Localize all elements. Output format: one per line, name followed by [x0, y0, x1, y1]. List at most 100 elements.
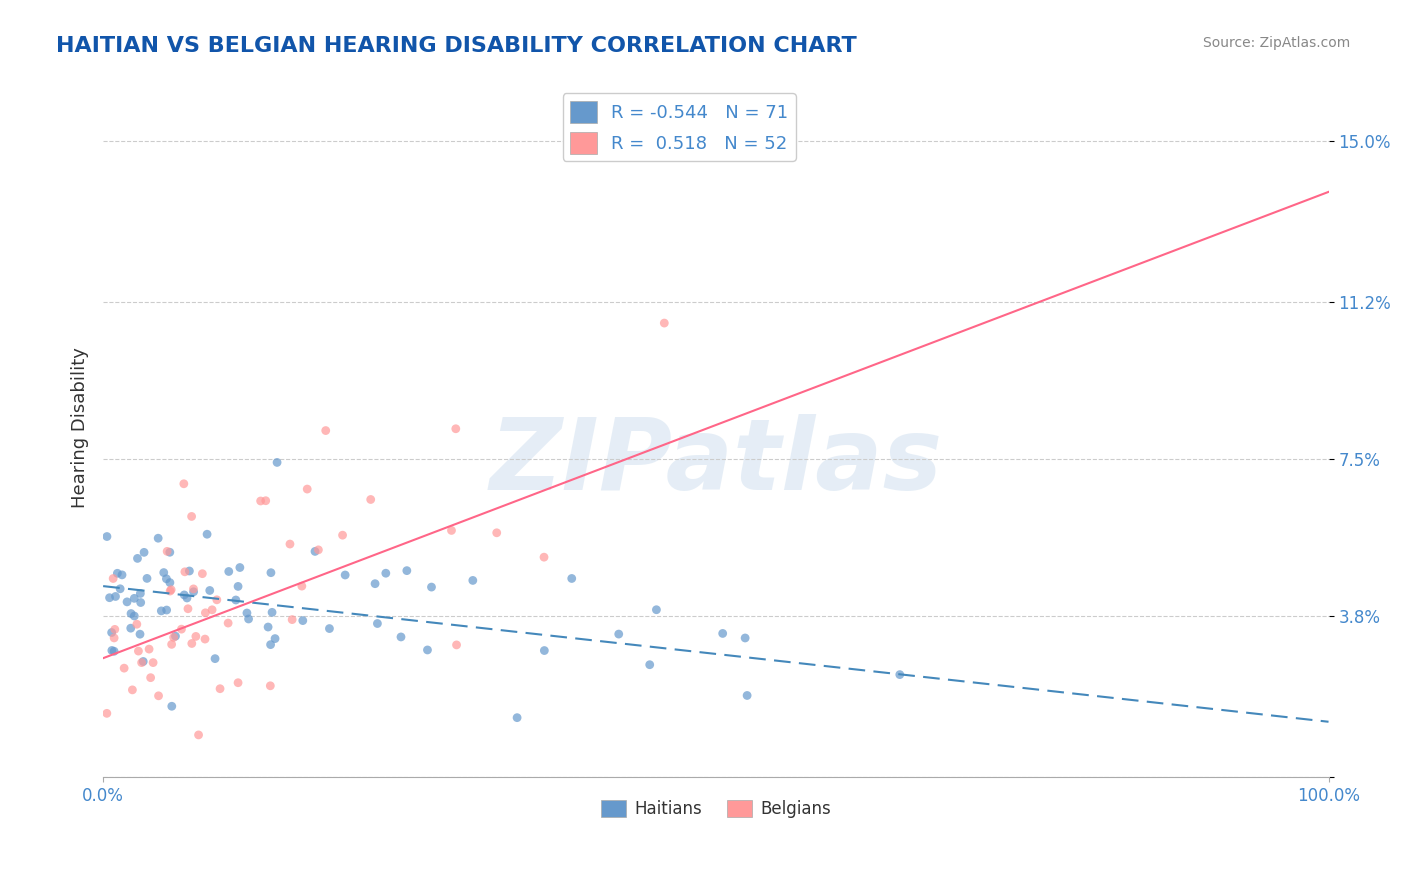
Haitians — [198, 583, 221, 598]
Belgians — [184, 629, 207, 643]
Haitians — [735, 689, 758, 703]
Belgians — [138, 642, 160, 657]
Haitians — [318, 622, 340, 636]
Haitians — [420, 580, 443, 594]
Haitians — [120, 607, 142, 621]
Haitians — [120, 621, 142, 635]
Haitians — [416, 643, 439, 657]
Haitians — [266, 455, 288, 469]
Haitians — [159, 575, 181, 590]
Haitians — [561, 572, 583, 586]
Haitians — [260, 566, 283, 580]
Belgians — [180, 636, 202, 650]
Belgians — [156, 544, 179, 558]
Belgians — [652, 316, 675, 330]
Haitians — [533, 643, 555, 657]
Haitians — [129, 595, 152, 609]
Haitians — [124, 591, 146, 606]
Belgians — [194, 606, 217, 620]
Belgians — [163, 631, 186, 645]
Belgians — [533, 550, 555, 565]
Haitians — [96, 529, 118, 543]
Haitians — [150, 604, 173, 618]
Haitians — [225, 593, 247, 607]
Belgians — [307, 542, 329, 557]
Belgians — [159, 584, 181, 599]
Belgians — [291, 579, 314, 593]
Belgians — [226, 675, 249, 690]
Belgians — [142, 656, 165, 670]
Haitians — [152, 566, 174, 580]
Belgians — [173, 476, 195, 491]
Haitians — [105, 566, 128, 581]
Haitians — [607, 627, 630, 641]
Belgians — [104, 623, 127, 637]
Belgians — [177, 601, 200, 615]
Haitians — [389, 630, 412, 644]
Haitians — [115, 595, 138, 609]
Belgians — [121, 682, 143, 697]
Haitians — [103, 644, 125, 658]
Haitians — [638, 657, 661, 672]
Belgians — [315, 424, 337, 438]
Haitians — [229, 560, 252, 574]
Haitians — [111, 567, 134, 582]
Haitians — [364, 576, 387, 591]
Haitians — [333, 568, 356, 582]
Haitians — [645, 603, 668, 617]
Belgians — [180, 509, 202, 524]
Text: HAITIAN VS BELGIAN HEARING DISABILITY CORRELATION CHART: HAITIAN VS BELGIAN HEARING DISABILITY CO… — [56, 36, 858, 55]
Haitians — [108, 582, 131, 596]
Belgians — [205, 592, 228, 607]
Haitians — [374, 566, 396, 581]
Haitians — [257, 620, 280, 634]
Haitians — [711, 626, 734, 640]
Haitians — [129, 627, 152, 641]
Haitians — [218, 565, 240, 579]
Belgians — [148, 689, 170, 703]
Belgians — [297, 482, 319, 496]
Belgians — [194, 632, 217, 646]
Belgians — [259, 679, 281, 693]
Haitians — [262, 605, 284, 619]
Belgians — [217, 616, 239, 631]
Belgians — [281, 613, 304, 627]
Haitians — [132, 545, 155, 559]
Haitians — [183, 584, 205, 599]
Haitians — [136, 571, 159, 585]
Haitians — [195, 527, 218, 541]
Belgians — [125, 617, 148, 632]
Haitians — [734, 631, 756, 645]
Haitians — [129, 586, 152, 600]
Belgians — [278, 537, 301, 551]
Haitians — [395, 564, 418, 578]
Haitians — [889, 667, 911, 681]
Belgians — [131, 656, 153, 670]
Belgians — [187, 728, 209, 742]
Belgians — [485, 525, 508, 540]
Belgians — [139, 671, 162, 685]
Belgians — [332, 528, 354, 542]
Haitians — [155, 572, 177, 586]
Belgians — [160, 582, 183, 597]
Haitians — [132, 655, 155, 669]
Haitians — [98, 591, 121, 605]
Belgians — [440, 524, 463, 538]
Haitians — [226, 579, 249, 593]
Belgians — [183, 582, 205, 596]
Haitians — [100, 625, 122, 640]
Belgians — [360, 492, 382, 507]
Haitians — [124, 609, 146, 624]
Haitians — [159, 545, 181, 559]
Haitians — [236, 606, 259, 620]
Haitians — [173, 588, 195, 602]
Belgians — [446, 638, 468, 652]
Haitians — [304, 544, 326, 558]
Haitians — [127, 551, 149, 566]
Haitians — [179, 564, 201, 578]
Belgians — [112, 661, 135, 675]
Y-axis label: Hearing Disability: Hearing Disability — [72, 347, 89, 508]
Belgians — [96, 706, 118, 721]
Belgians — [170, 622, 193, 636]
Belgians — [160, 637, 183, 651]
